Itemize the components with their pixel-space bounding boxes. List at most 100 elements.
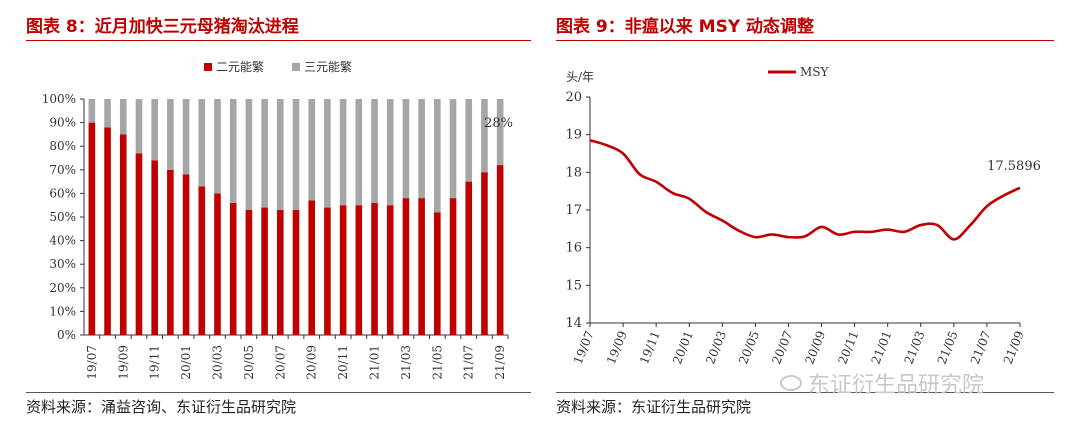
x-tick-label: 19/09 [604,329,630,366]
bar-binary-20-05 [245,209,253,335]
bar-binary-21-04 [418,198,425,335]
bar-binary-21-03 [402,198,410,335]
bar-ternary-20-08 [292,99,300,210]
bar-binary-21-07 [465,181,473,335]
legend-label-msy: MSY [800,65,830,79]
bar-binary-20-10 [324,207,331,335]
legend-swatch-binary [204,63,212,71]
y-tick-label: 19 [565,128,582,143]
right-source-note: 资料来源：东证衍生品研究院 [556,398,752,416]
y-tick-label: 0% [57,328,76,342]
bar-binary-19-11 [151,160,158,335]
watermark-text: 东证衍生品研究院 [808,373,985,398]
bar-ternary-19-10 [135,99,143,154]
bar-binary-19-12 [167,169,174,335]
bar-binary-20-02 [198,186,206,335]
bar-binary-20-03 [214,193,221,335]
x-tick-label: 19/07 [571,329,597,366]
bar-ternary-20-03 [214,99,221,194]
bar-ternary-21-07 [465,99,473,182]
bar-ternary-19-07 [88,99,96,123]
x-tick-label: 20/11 [835,329,861,366]
left-source-rule [26,392,531,393]
x-tick-label: 20/07 [273,345,287,380]
x-tick-label: 19/11 [637,329,663,366]
y-tick-label: 16 [565,241,582,256]
bar-binary-21-06 [449,198,457,335]
bar-binary-21-08 [481,172,488,335]
bar-ternary-20-10 [324,99,331,208]
x-tick-label: 21/05 [935,329,961,366]
left-title-rule [26,40,531,41]
x-tick-label: 21/03 [399,345,413,380]
y-tick-label: 14 [565,316,582,331]
bar-binary-21-05 [434,212,441,335]
bar-ternary-20-06 [261,99,268,208]
x-tick-label: 20/01 [670,329,696,366]
bar-ternary-20-01 [182,99,190,175]
bar-ternary-20-09 [308,99,316,201]
x-tick-label: 19/09 [116,345,130,380]
bar-ternary-20-05 [245,99,253,210]
x-tick-label: 20/09 [305,345,319,380]
x-tick-label: 20/05 [242,345,256,380]
bar-binary-20-07 [276,209,284,335]
wechat-icon [780,375,802,391]
bar-ternary-21-04 [418,99,425,199]
y-tick-label: 70% [49,163,76,177]
y-tick-label: 100% [42,92,76,106]
bar-ternary-21-02 [386,99,394,206]
annotation-last-value: 17.5896 [987,159,1041,174]
bar-binary-21-01 [371,202,378,335]
annotation-28pct: 28% [484,116,513,131]
y-tick-label: 15 [565,278,582,293]
y-tick-label: 90% [49,116,76,130]
bar-binary-20-08 [292,209,300,335]
bar-ternary-21-01 [371,99,378,203]
msy-series-line [589,139,1021,241]
x-tick-label: 20/01 [179,345,193,380]
bar-binary-20-01 [182,174,190,335]
y-tick-label: 20 [565,90,582,105]
y-tick-label: 30% [49,257,76,271]
y-tick-label: 20% [49,281,76,295]
bar-ternary-20-07 [276,99,284,210]
y-tick-label: 50% [49,210,76,224]
bar-ternary-21-08 [481,99,488,173]
y-tick-label: 40% [49,234,76,248]
x-tick-label: 21/07 [968,329,994,366]
bar-binary-19-10 [135,153,143,335]
bar-binary-19-07 [88,122,96,335]
bar-binary-20-04 [229,202,237,335]
left-chart-title: 图表 8：近月加快三元母猪淘汰进程 [26,17,299,37]
stacked-bar-chart: 二元能繁 三元能繁 0% 10% 20% 30% 40% 50% 60% 70% 80% 90% 100… [42,59,513,380]
legend-swatch-ternary [292,63,300,71]
right-title-rule [556,40,1054,41]
bar-ternary-21-05 [434,99,441,213]
msy-line-chart: 头/年 MSY 14 15 16 17 18 19 20 19/07 19/09 19/11 20/01… [565,65,1041,366]
bar-binary-19-08 [104,127,111,335]
x-tick-label: 21/01 [869,329,895,366]
x-tick-label: 20/11 [336,345,350,380]
bar-binary-20-09 [308,200,316,335]
bar-ternary-20-04 [229,99,237,203]
x-tick-label: 21/07 [462,345,476,380]
x-tick-label: 21/05 [430,345,444,380]
legend-label-ternary: 三元能繁 [304,59,352,74]
bar-binary-21-02 [386,205,394,335]
right-source-rule [556,392,1054,393]
y-axis-unit-label: 头/年 [566,70,594,84]
x-tick-label: 20/05 [736,329,762,366]
y-tick-label: 80% [49,139,76,153]
bar-ternary-21-06 [449,99,457,199]
bar-ternary-20-02 [198,99,206,187]
bar-ternary-19-09 [119,99,127,135]
y-tick-label: 60% [49,186,76,200]
x-tick-label: 20/03 [703,329,729,366]
y-tick-label: 10% [49,304,76,318]
bar-binary-20-12 [355,205,363,335]
x-tick-label: 20/09 [802,329,828,366]
left-source-note: 资料来源：涌益咨询、东证衍生品研究院 [26,398,297,416]
x-tick-label: 20/03 [210,345,224,380]
watermark: 东证衍生品研究院 [780,367,984,399]
